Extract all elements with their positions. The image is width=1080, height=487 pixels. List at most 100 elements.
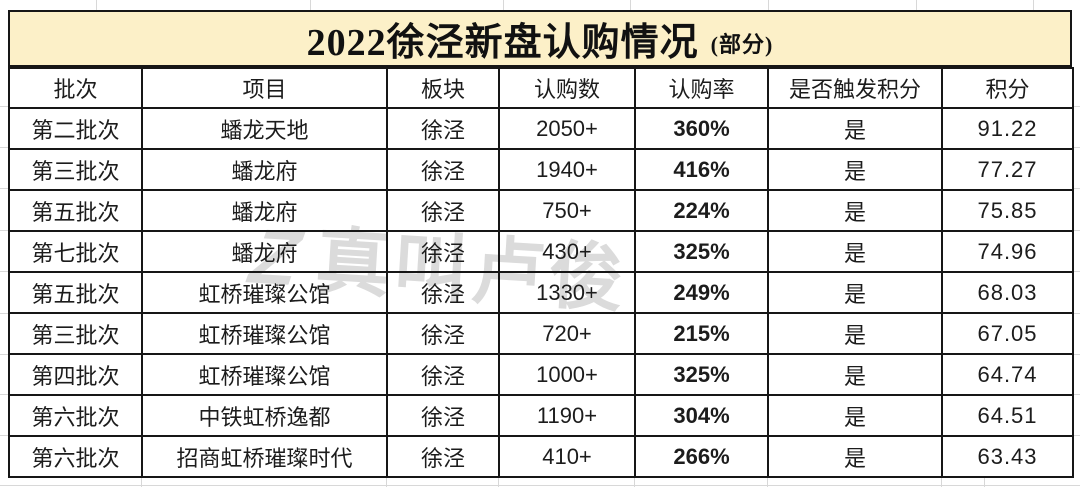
excel-gridline (96, 0, 97, 10)
cell-subscription-rate: 224% (634, 189, 769, 232)
excel-gridline (0, 188, 8, 189)
excel-gridline (768, 0, 769, 10)
table-row: 第四批次 虹桥璀璨公馆 徐泾 1000+ 325% 是 64.74 (8, 353, 1074, 396)
table-row: 第二批次 蟠龙天地 徐泾 2050+ 360% 是 91.22 (8, 107, 1074, 150)
cell-subscription-rate: 360% (634, 107, 769, 150)
header-project: 项目 (141, 67, 388, 109)
cell-project: 虹桥璀璨公馆 (141, 271, 388, 314)
excel-gridline (1072, 188, 1080, 189)
excel-gridline (1072, 147, 1080, 148)
cell-points: 77.27 (941, 148, 1074, 191)
cell-points-triggered: 是 (767, 230, 943, 273)
table-row: 第七批次 蟠龙府 徐泾 430+ 325% 是 74.96 (8, 230, 1074, 273)
cell-area: 徐泾 (386, 394, 500, 437)
cell-batch: 第七批次 (8, 230, 143, 273)
cell-area: 徐泾 (386, 353, 500, 396)
excel-gridline (0, 435, 8, 436)
cell-points-triggered: 是 (767, 271, 943, 314)
excel-gridline (1072, 435, 1080, 436)
cell-subscription-rate: 325% (634, 353, 769, 396)
cell-points: 91.22 (941, 107, 1074, 150)
excel-gridline (1072, 271, 1080, 272)
cell-project: 蟠龙天地 (141, 107, 388, 150)
excel-gridline (498, 477, 499, 487)
cell-points-triggered: 是 (767, 189, 943, 232)
cell-area: 徐泾 (386, 189, 500, 232)
cell-project: 中铁虹桥逸都 (141, 394, 388, 437)
excel-gridline (634, 477, 635, 487)
excel-gridline (1072, 313, 1080, 314)
cell-points: 64.51 (941, 394, 1074, 437)
table-row: 第三批次 虹桥璀璨公馆 徐泾 720+ 215% 是 67.05 (8, 312, 1074, 355)
cell-batch: 第三批次 (8, 148, 143, 191)
header-points: 积分 (941, 67, 1074, 109)
header-subscription-count: 认购数 (498, 67, 636, 109)
excel-gridline (141, 477, 142, 487)
cell-subscription-count: 1190+ (498, 394, 636, 437)
cell-points: 75.85 (941, 189, 1074, 232)
cell-points: 67.05 (941, 312, 1074, 355)
cell-project: 虹桥璀璨公馆 (141, 353, 388, 396)
cell-project: 招商虹桥璀璨时代 (141, 435, 388, 478)
cell-subscription-count: 750+ (498, 189, 636, 232)
excel-gridline (767, 477, 768, 487)
cell-batch: 第三批次 (8, 312, 143, 355)
cell-project: 虹桥璀璨公馆 (141, 312, 388, 355)
excel-gridline (0, 147, 8, 148)
cell-subscription-count: 720+ (498, 312, 636, 355)
page-title: 2022徐泾新盘认购情况 (306, 22, 699, 64)
cell-subscription-count: 1940+ (498, 148, 636, 191)
cell-subscription-rate: 416% (634, 148, 769, 191)
cell-batch: 第五批次 (8, 189, 143, 232)
cell-points-triggered: 是 (767, 312, 943, 355)
cell-area: 徐泾 (386, 271, 500, 314)
cell-subscription-rate: 325% (634, 230, 769, 273)
header-points-triggered: 是否触发积分 (767, 67, 943, 109)
excel-gridline (984, 477, 985, 487)
cell-subscription-rate: 304% (634, 394, 769, 437)
cell-points-triggered: 是 (767, 394, 943, 437)
table-row: 第五批次 虹桥璀璨公馆 徐泾 1330+ 249% 是 68.03 (8, 271, 1074, 314)
header-subscription-rate: 认购率 (634, 67, 769, 109)
page-title-suffix: (部分) (710, 31, 774, 57)
excel-gridline (0, 106, 8, 107)
cell-subscription-count: 410+ (498, 435, 636, 478)
cell-batch: 第六批次 (8, 435, 143, 478)
excel-gridline (503, 0, 504, 10)
excel-gridline (386, 477, 387, 487)
table-row: 第三批次 蟠龙府 徐泾 1940+ 416% 是 77.27 (8, 148, 1074, 191)
cell-subscription-rate: 249% (634, 271, 769, 314)
excel-gridline (0, 313, 8, 314)
excel-gridline (310, 0, 311, 10)
header-area: 板块 (386, 67, 500, 109)
cell-project: 蟠龙府 (141, 230, 388, 273)
cell-subscription-count: 1000+ (498, 353, 636, 396)
excel-gridline (0, 354, 8, 355)
header-row: 批次 项目 板块 认购数 认购率 是否触发积分 积分 (8, 67, 1074, 109)
cell-points: 63.43 (941, 435, 1074, 478)
cell-points-triggered: 是 (767, 435, 943, 478)
cell-points: 68.03 (941, 271, 1074, 314)
cell-subscription-count: 430+ (498, 230, 636, 273)
header-batch: 批次 (8, 67, 143, 109)
table-row: 第六批次 中铁虹桥逸都 徐泾 1190+ 304% 是 64.51 (8, 394, 1074, 437)
cell-area: 徐泾 (386, 230, 500, 273)
cell-subscription-rate: 215% (634, 312, 769, 355)
cell-area: 徐泾 (386, 312, 500, 355)
subscription-table: 批次 项目 板块 认购数 认购率 是否触发积分 积分 第二批次 蟠龙天地 徐泾 … (8, 67, 1074, 478)
excel-gridline (0, 271, 8, 272)
cell-area: 徐泾 (386, 148, 500, 191)
cell-project: 蟠龙府 (141, 148, 388, 191)
excel-gridline (916, 0, 917, 10)
cell-batch: 第六批次 (8, 394, 143, 437)
table-title-banner: 2022徐泾新盘认购情况 (部分) (8, 10, 1072, 67)
excel-gridline (0, 485, 1080, 486)
excel-gridline (630, 0, 631, 10)
excel-gridline (1072, 354, 1080, 355)
cell-subscription-count: 1330+ (498, 271, 636, 314)
excel-gridline (0, 230, 8, 231)
cell-batch: 第四批次 (8, 353, 143, 396)
excel-gridline (941, 477, 942, 487)
cell-project: 蟠龙府 (141, 189, 388, 232)
excel-gridline (1072, 230, 1080, 231)
